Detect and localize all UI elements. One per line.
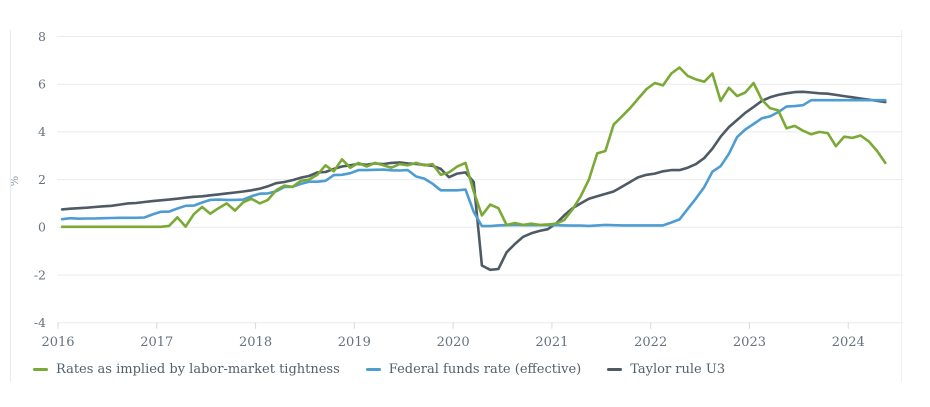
legend-swatch-icon bbox=[33, 367, 48, 372]
legend-label: Rates as implied by labor-market tightne… bbox=[56, 362, 340, 377]
x-tick-label: 2022 bbox=[634, 335, 667, 350]
gridlines bbox=[57, 36, 903, 324]
series-line-0 bbox=[60, 90, 887, 272]
legend-label: Taylor rule U3 bbox=[630, 362, 726, 377]
series-line-1 bbox=[60, 98, 887, 228]
x-tick-label: 2019 bbox=[338, 335, 371, 350]
x-tick-label: 2023 bbox=[733, 335, 766, 350]
y-tick-label: 0 bbox=[38, 220, 46, 235]
card-left-border bbox=[10, 30, 11, 382]
y-tick-label: 4 bbox=[38, 124, 46, 139]
x-tick-label: 2017 bbox=[140, 335, 173, 350]
series-line-2 bbox=[60, 66, 887, 229]
y-tick-label: 2 bbox=[38, 172, 46, 187]
legend-item: Taylor rule U3 bbox=[607, 362, 725, 377]
legend-label: Federal funds rate (effective) bbox=[388, 362, 582, 377]
y-tick-label: 6 bbox=[38, 77, 46, 92]
x-tick-label: 2024 bbox=[832, 335, 865, 350]
x-axis-labels: 2016 2017 2018 2019 2020 2021 2022 2023 2024 bbox=[41, 322, 865, 350]
chart-legend: Rates as implied by labor-market tightne… bbox=[33, 362, 725, 377]
legend-item: Federal funds rate (effective) bbox=[365, 362, 582, 377]
legend-swatch-icon bbox=[365, 367, 381, 372]
y-tick-label: -2 bbox=[34, 267, 46, 282]
card-right-border bbox=[901, 30, 902, 382]
y-tick-label: 8 bbox=[38, 29, 46, 44]
y-axis-title: % bbox=[8, 176, 21, 186]
y-axis-labels: 8 6 4 2 0 -2 -4 bbox=[34, 29, 46, 330]
x-tick-label: 2018 bbox=[239, 335, 272, 350]
x-tick-label: 2020 bbox=[437, 335, 470, 350]
x-tick-label: 2016 bbox=[41, 335, 74, 350]
x-tick-label: 2021 bbox=[535, 335, 568, 350]
data-series-lines bbox=[60, 66, 887, 272]
y-tick-label: -4 bbox=[34, 315, 46, 330]
legend-item: Rates as implied by labor-market tightne… bbox=[33, 362, 340, 377]
legend-swatch-icon bbox=[607, 367, 623, 372]
